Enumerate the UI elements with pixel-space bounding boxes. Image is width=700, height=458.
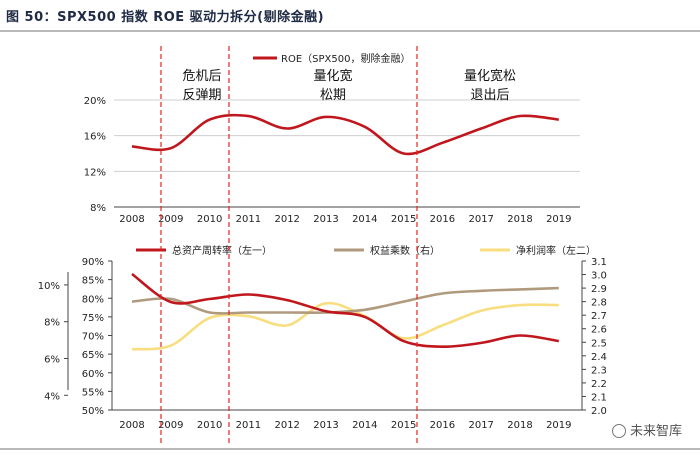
right-ytick: 2.1 [591, 392, 607, 403]
bottom-xtick: 2015 [391, 420, 416, 431]
top-xtick: 2012 [274, 214, 299, 225]
top-ytick: 12% [84, 167, 106, 178]
phase-label-line2: 反弹期 [182, 88, 221, 103]
title-divider [0, 30, 700, 32]
right-ytick: 2.4 [591, 352, 607, 363]
bottom-xtick: 2013 [313, 420, 338, 431]
phase-label-line1: 危机后 [182, 69, 221, 84]
top-xtick: 2011 [236, 214, 261, 225]
right-ytick: 2.3 [591, 365, 607, 376]
bottom-xtick: 2018 [507, 420, 532, 431]
bottom-divider [0, 448, 700, 450]
right-ytick: 2.6 [591, 325, 607, 336]
top-xtick: 2008 [119, 214, 144, 225]
right-ytick: 2.0 [591, 406, 607, 417]
top-xtick: 2014 [352, 214, 377, 225]
left-inner-ytick: 55% [82, 387, 104, 398]
left-outer-ytick: 8% [44, 318, 60, 329]
top-ytick: 8% [90, 203, 106, 214]
phase-label-line1: 量化宽松 [464, 68, 516, 84]
top-xtick: 2016 [430, 214, 455, 225]
right-ytick: 2.5 [591, 338, 607, 349]
series-line-0 [131, 272, 559, 349]
roe-series-line [131, 113, 559, 156]
figure-title: 图 50：SPX500 指数 ROE 驱动力拆分(剔除金融) [6, 10, 325, 25]
phase-label-line1: 量化宽 [313, 68, 352, 84]
legend-label-0: 总资产周转率（左一） [172, 244, 272, 257]
legend-label-2: 净利润率（左二） [516, 244, 596, 257]
roe-legend-label: ROE（SPX500，剔除金融） [281, 52, 410, 65]
right-ytick: 2.2 [591, 379, 607, 390]
right-ytick: 3.0 [591, 271, 607, 282]
wechat-icon [611, 424, 626, 438]
decomposition-chart: 50% 55% 60% 65% 70% 75% 80% 85% 90% 4% 6% 8% 10% 2.0 2… [38, 244, 607, 431]
watermark-text: 未来智库 [629, 424, 682, 439]
top-xtick: 2017 [468, 214, 493, 225]
bottom-xtick: 2008 [119, 420, 144, 431]
series-line-2 [131, 301, 559, 351]
phase-label-line2: 松期 [320, 88, 346, 103]
bottom-xtick: 2017 [468, 420, 493, 431]
left-outer-ytick: 6% [44, 354, 60, 365]
top-xtick: 2019 [546, 214, 571, 225]
left-inner-ytick: 80% [82, 294, 104, 305]
top-ytick: 20% [84, 96, 106, 107]
left-inner-ytick: 60% [82, 369, 104, 380]
phase-dividers [160, 46, 418, 446]
left-outer-ytick: 4% [44, 391, 60, 402]
left-inner-ytick: 90% [82, 257, 104, 268]
top-xtick: 2013 [313, 214, 338, 225]
left-inner-ytick: 70% [82, 332, 104, 343]
right-ytick: 2.8 [591, 298, 607, 309]
bottom-xtick: 2010 [197, 420, 222, 431]
top-xtick: 2018 [507, 214, 532, 225]
top-xtick: 2009 [158, 214, 183, 225]
legend-label-1: 权益乘数（右） [370, 244, 440, 257]
phase-label-line2: 退出后 [470, 88, 509, 103]
watermark: 未来智库 [611, 420, 682, 439]
top-ytick: 16% [84, 132, 106, 143]
left-outer-ytick: 10% [38, 281, 60, 292]
bottom-xtick: 2012 [274, 420, 299, 431]
left-inner-ytick: 75% [82, 313, 104, 324]
left-inner-ytick: 50% [82, 406, 104, 417]
bottom-xtick: 2014 [352, 420, 377, 431]
right-ytick: 3.1 [591, 257, 607, 268]
left-inner-ytick: 65% [82, 350, 104, 361]
left-inner-ytick: 85% [82, 276, 104, 287]
bottom-xtick: 2011 [236, 420, 261, 431]
series-line-1 [131, 286, 559, 315]
right-ytick: 2.7 [591, 311, 607, 322]
top-xtick: 2010 [197, 214, 222, 225]
roe-chart: 8% 12% 16% 20% 2008 2009 2010 2011 2012 2013 2014 2… [84, 52, 580, 225]
right-ytick: 2.9 [591, 284, 607, 295]
bottom-xtick: 2009 [158, 420, 183, 431]
bottom-xtick: 2019 [546, 420, 571, 431]
top-xtick: 2015 [391, 214, 416, 225]
bottom-xtick: 2016 [430, 420, 455, 431]
